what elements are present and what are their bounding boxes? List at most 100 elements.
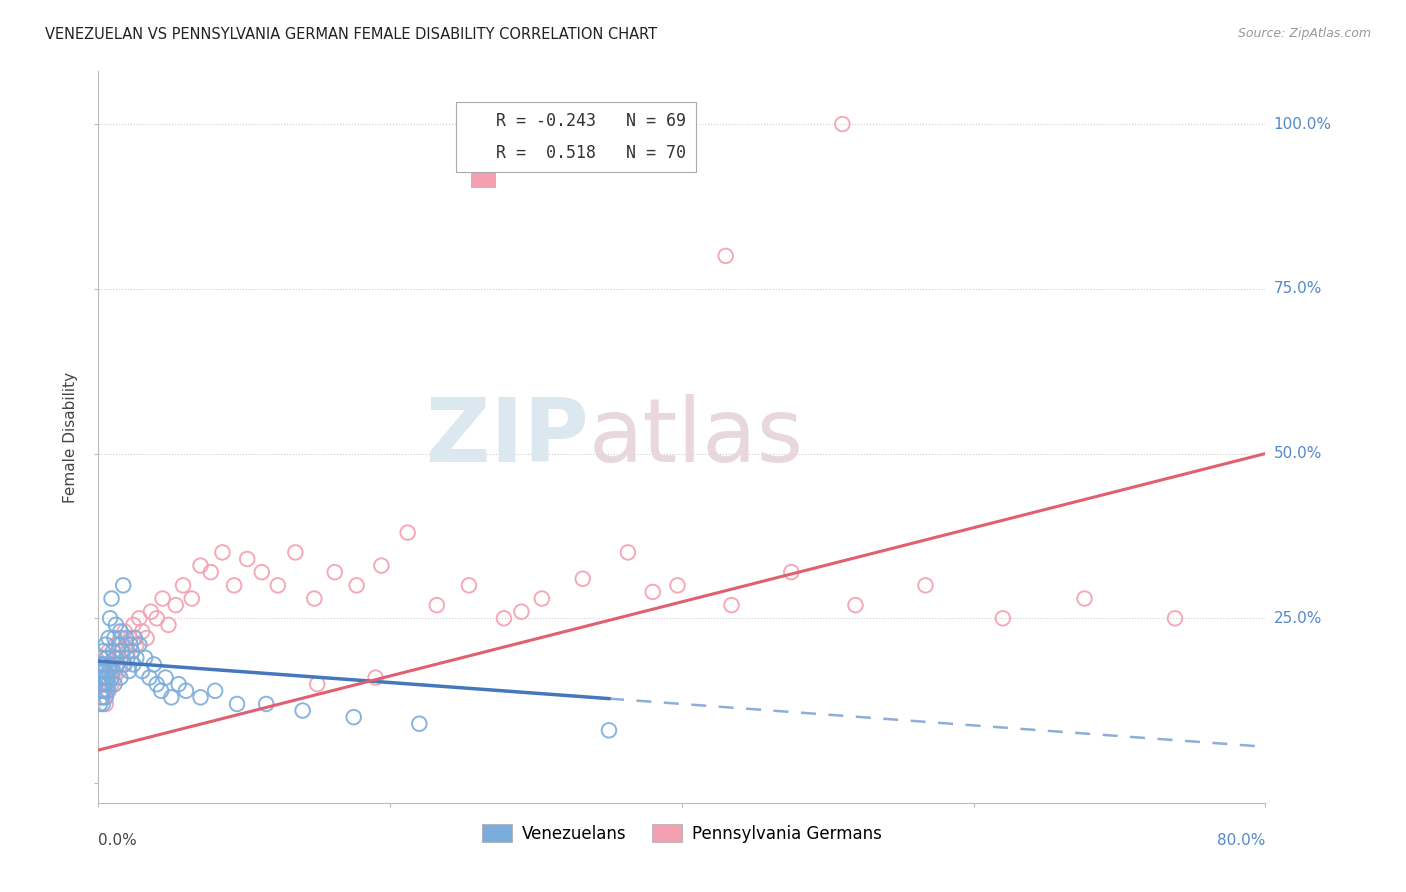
Point: [112, 657, 135, 672]
Point: [155, 671, 177, 685]
Text: 75.0%: 75.0%: [1274, 281, 1322, 296]
Point: [250, 565, 273, 579]
Text: ZIP: ZIP: [426, 393, 589, 481]
Point: [530, 591, 553, 606]
Point: [111, 644, 134, 658]
Point: [90, 683, 112, 698]
Point: [93, 683, 115, 698]
Point: [146, 677, 169, 691]
Point: [110, 624, 132, 639]
Point: [124, 631, 146, 645]
Point: [94, 664, 117, 678]
Point: [91, 677, 114, 691]
Point: [1073, 591, 1095, 606]
Text: 25.0%: 25.0%: [1274, 611, 1322, 626]
Point: [167, 677, 190, 691]
Point: [598, 723, 620, 738]
Point: [254, 697, 277, 711]
Point: [160, 690, 183, 705]
Point: [110, 631, 132, 645]
Point: [135, 631, 157, 645]
Point: [103, 631, 125, 645]
Point: [101, 657, 124, 672]
Point: [364, 671, 387, 685]
Point: [94, 677, 117, 691]
Point: [291, 704, 314, 718]
Point: [914, 578, 936, 592]
Text: 50.0%: 50.0%: [1274, 446, 1322, 461]
Point: [94, 690, 117, 705]
Point: [122, 657, 145, 672]
Point: [91, 664, 114, 678]
Point: [120, 631, 142, 645]
Point: [89, 677, 111, 691]
Point: [115, 638, 138, 652]
Point: [89, 664, 111, 678]
Point: [267, 578, 290, 592]
Text: 100.0%: 100.0%: [1274, 117, 1331, 132]
Point: [211, 545, 233, 559]
Point: [96, 650, 118, 665]
Point: [844, 598, 866, 612]
Point: [90, 671, 112, 685]
Point: [103, 677, 125, 691]
Point: [96, 671, 118, 685]
Point: [122, 618, 145, 632]
Text: 80.0%: 80.0%: [1218, 833, 1265, 848]
Point: [100, 677, 122, 691]
Point: [117, 650, 139, 665]
Text: VENEZUELAN VS PENNSYLVANIA GERMAN FEMALE DISABILITY CORRELATION CHART: VENEZUELAN VS PENNSYLVANIA GERMAN FEMALE…: [45, 27, 657, 42]
Point: [617, 545, 640, 559]
Point: [90, 683, 112, 698]
Point: [426, 598, 449, 612]
Point: [125, 650, 148, 665]
Y-axis label: Female Disability: Female Disability: [63, 371, 79, 503]
Point: [91, 644, 114, 658]
Point: [720, 598, 742, 612]
Point: [100, 671, 122, 685]
Point: [641, 585, 664, 599]
Point: [190, 558, 212, 573]
Point: [120, 638, 142, 652]
Point: [150, 683, 173, 698]
Point: [97, 683, 120, 698]
Point: [458, 578, 481, 592]
Point: [97, 664, 120, 678]
Point: [93, 657, 115, 672]
Point: [165, 598, 187, 612]
Text: atlas: atlas: [589, 393, 804, 481]
Point: [108, 664, 131, 678]
Point: [104, 618, 127, 632]
Point: [97, 677, 120, 691]
Point: [115, 631, 138, 645]
Point: [111, 644, 134, 658]
Point: [105, 650, 128, 665]
Point: [90, 690, 112, 705]
Point: [222, 578, 245, 592]
Point: [96, 683, 118, 698]
Point: [190, 690, 212, 705]
Point: [98, 611, 121, 625]
Point: [93, 671, 115, 685]
Point: [118, 664, 141, 678]
Point: [110, 671, 132, 685]
Point: [108, 638, 131, 652]
Point: [172, 578, 194, 592]
Point: [94, 697, 117, 711]
Point: [139, 605, 162, 619]
Point: [714, 249, 737, 263]
Point: [94, 638, 117, 652]
Point: [780, 565, 803, 579]
Point: [134, 650, 156, 665]
Text: R = -0.243   N = 69
   R =  0.518   N = 70: R = -0.243 N = 69 R = 0.518 N = 70: [465, 112, 686, 161]
Point: [90, 657, 112, 672]
Point: [105, 657, 128, 672]
Point: [396, 525, 419, 540]
Point: [101, 664, 124, 678]
Point: [131, 664, 153, 678]
Point: [138, 671, 160, 685]
Point: [104, 650, 127, 665]
Point: [236, 552, 259, 566]
Point: [94, 650, 117, 665]
Point: [93, 677, 115, 691]
